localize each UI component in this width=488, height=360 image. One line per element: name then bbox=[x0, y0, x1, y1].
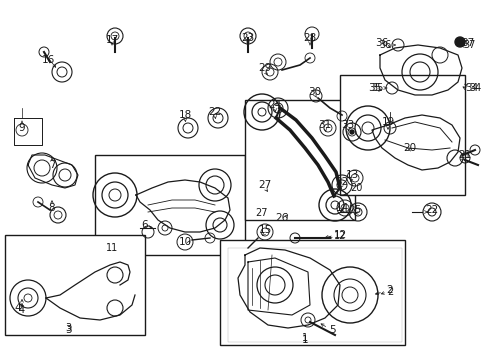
Text: 21: 21 bbox=[457, 150, 470, 160]
Text: 1: 1 bbox=[301, 333, 307, 343]
Text: 3: 3 bbox=[64, 325, 71, 335]
Text: 24: 24 bbox=[268, 100, 281, 110]
Text: 14: 14 bbox=[335, 203, 348, 213]
Text: 30: 30 bbox=[308, 87, 321, 97]
Bar bbox=[339, 75, 464, 195]
Text: 12: 12 bbox=[333, 231, 346, 241]
Text: 12: 12 bbox=[333, 230, 346, 240]
Text: 32: 32 bbox=[335, 177, 348, 187]
Text: 22: 22 bbox=[208, 107, 221, 117]
Text: 3: 3 bbox=[65, 323, 71, 333]
Text: 1: 1 bbox=[301, 335, 307, 345]
Bar bbox=[95, 155, 244, 255]
Text: 22: 22 bbox=[425, 205, 438, 215]
Text: 16: 16 bbox=[41, 55, 55, 65]
Circle shape bbox=[454, 37, 464, 47]
Text: 4: 4 bbox=[15, 303, 21, 313]
Text: 36: 36 bbox=[378, 40, 390, 50]
Text: 2: 2 bbox=[386, 287, 392, 297]
Text: 26: 26 bbox=[275, 213, 288, 223]
Text: 34: 34 bbox=[465, 83, 478, 93]
Text: 31: 31 bbox=[318, 120, 331, 130]
Text: 2: 2 bbox=[386, 285, 392, 295]
Text: 11: 11 bbox=[106, 243, 118, 253]
Text: 37: 37 bbox=[463, 40, 475, 50]
Text: 18: 18 bbox=[178, 110, 191, 120]
Text: 36: 36 bbox=[375, 38, 388, 48]
Text: 25: 25 bbox=[347, 205, 361, 215]
Text: 28: 28 bbox=[303, 33, 316, 43]
Text: 6: 6 bbox=[142, 220, 148, 230]
Text: 15: 15 bbox=[258, 225, 271, 235]
Text: 35: 35 bbox=[371, 83, 384, 93]
Text: 13: 13 bbox=[345, 170, 358, 180]
Text: 10: 10 bbox=[178, 237, 191, 247]
Text: 4: 4 bbox=[19, 305, 25, 315]
Circle shape bbox=[349, 130, 353, 134]
Bar bbox=[244, 100, 354, 220]
Text: 20: 20 bbox=[403, 143, 416, 153]
Text: 19: 19 bbox=[381, 117, 394, 127]
Text: 17: 17 bbox=[105, 35, 119, 45]
Bar bbox=[5, 235, 145, 335]
Text: 34: 34 bbox=[468, 83, 480, 93]
Text: 5: 5 bbox=[328, 325, 335, 335]
Text: 20: 20 bbox=[349, 183, 362, 193]
Text: 27: 27 bbox=[258, 180, 271, 190]
Text: 8: 8 bbox=[49, 203, 55, 213]
Text: 29: 29 bbox=[258, 63, 271, 73]
Text: 23: 23 bbox=[241, 33, 254, 43]
Text: 7: 7 bbox=[49, 160, 55, 170]
Text: 37: 37 bbox=[461, 38, 474, 48]
Text: 33: 33 bbox=[341, 120, 354, 130]
Text: 27: 27 bbox=[254, 208, 267, 218]
Text: 9: 9 bbox=[19, 123, 25, 133]
Bar bbox=[220, 240, 404, 345]
Text: 35: 35 bbox=[367, 83, 381, 93]
